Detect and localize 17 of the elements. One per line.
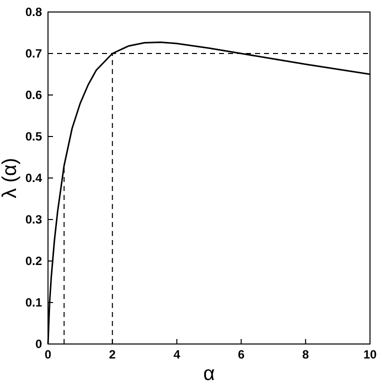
- y-tick-label: 0.3: [25, 212, 42, 226]
- y-tick-label: 0.4: [25, 170, 42, 185]
- y-tick-label: 0.8: [25, 4, 42, 19]
- x-tick-label: 6: [238, 348, 245, 362]
- y-tick-label: 0.6: [25, 88, 42, 102]
- y-tick-label: 0.5: [25, 129, 42, 144]
- x-tick-label: 0: [44, 348, 52, 362]
- x-axis-title: α: [203, 363, 215, 385]
- x-tick-label: 2: [109, 348, 116, 362]
- y-tick-label: 0.1: [25, 295, 42, 310]
- x-tick-label: 4: [173, 348, 180, 362]
- x-tick-label: 10: [363, 348, 377, 362]
- y-axis-title: λ (α): [0, 158, 21, 198]
- y-tick-label: 0.2: [25, 254, 42, 268]
- x-tick-label: 8: [302, 348, 310, 362]
- y-tick-label: 0: [35, 336, 42, 351]
- y-tick-label: 0.7: [25, 46, 42, 60]
